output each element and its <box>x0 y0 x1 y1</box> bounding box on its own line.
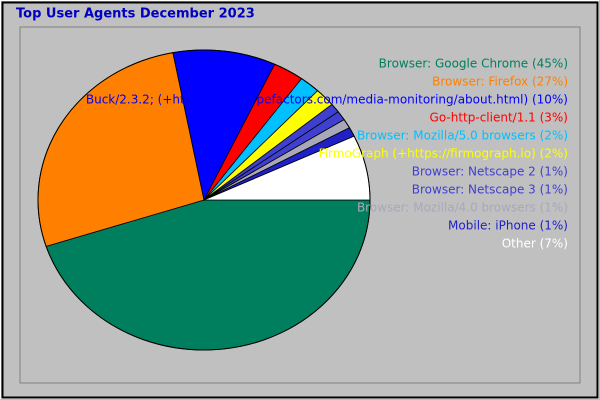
legend-entry: Buck/2.3.2; (+https://app.hypefactors.co… <box>86 93 568 107</box>
frame <box>19 26 581 384</box>
chart-title: Top User Agents December 2023 <box>16 7 255 22</box>
legend-entry: Go-http-client/1.1 (3%) <box>430 111 568 125</box>
legend-entry: Browser: Netscape 3 (1%) <box>412 183 568 197</box>
legend-entry: Mobile: iPhone (1%) <box>448 219 568 233</box>
pie-outline <box>37 49 371 351</box>
legend-entry: FirmoGraph (+https://firmograph.io) (2%) <box>319 147 568 161</box>
legend-entry: Browser: Mozilla/5.0 browsers (2%) <box>357 129 568 143</box>
legend-entry: Other (7%) <box>502 237 568 251</box>
legend-entry: Browser: Google Chrome (45%) <box>379 57 568 71</box>
legend-entry: Browser: Firefox (27%) <box>432 75 568 89</box>
legend-entry: Browser: Mozilla/4.0 browsers (1%) <box>357 201 568 215</box>
legend-entry: Browser: Netscape 2 (1%) <box>412 165 568 179</box>
